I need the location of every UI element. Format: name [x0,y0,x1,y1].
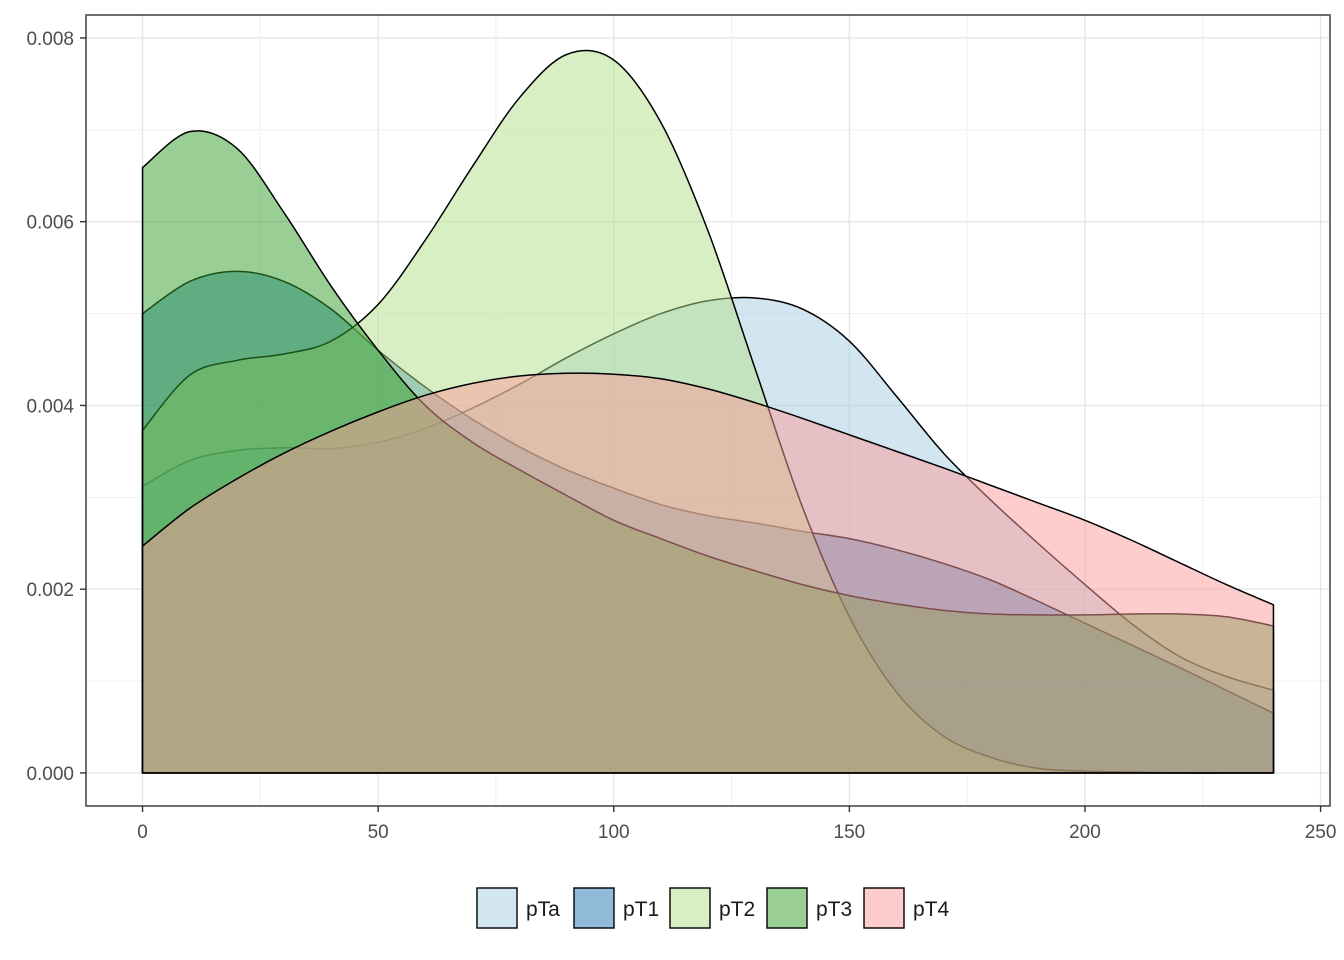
legend-item-pT4: pT4 [863,887,950,929]
legend-key [863,887,905,929]
x-axis: 0 50 100 150 200 250 [137,806,1336,843]
legend-label: pT1 [623,898,659,921]
legend-key [669,887,711,929]
plot-border [85,14,1331,807]
legend-label: pT2 [719,898,755,921]
y-tick-label: 0.006 [26,213,74,234]
legend-key [573,887,615,929]
legend-key [766,887,808,929]
legend-item-pT3: pT3 [766,887,852,929]
x-tick-label: 0 [137,822,148,843]
y-tick-label: 0.002 [26,580,74,601]
legend: pTa pT1 pT2 pT3 pT4 [476,887,950,929]
legend-key [476,887,518,929]
x-tick-label: 200 [1069,822,1101,843]
y-axis: 0.000 0.002 0.004 0.006 0.008 [26,29,86,785]
y-tick-label: 0.008 [26,29,74,50]
density-areas [141,49,1275,774]
x-tick-label: 250 [1305,822,1337,843]
legend-label: pT3 [816,898,852,921]
y-tick-label: 0.004 [26,396,74,417]
legend-item-pTa: pTa [476,887,560,929]
legend-item-pT1: pT1 [573,887,659,929]
x-tick-label: 150 [834,822,866,843]
legend-item-pT2: pT2 [669,887,755,929]
x-tick-label: 100 [598,822,630,843]
legend-label: pT4 [913,898,950,921]
x-tick-label: 50 [368,822,389,843]
legend-label: pTa [526,898,560,921]
density-area-pT4 [141,372,1275,774]
y-tick-label: 0.000 [26,764,74,785]
